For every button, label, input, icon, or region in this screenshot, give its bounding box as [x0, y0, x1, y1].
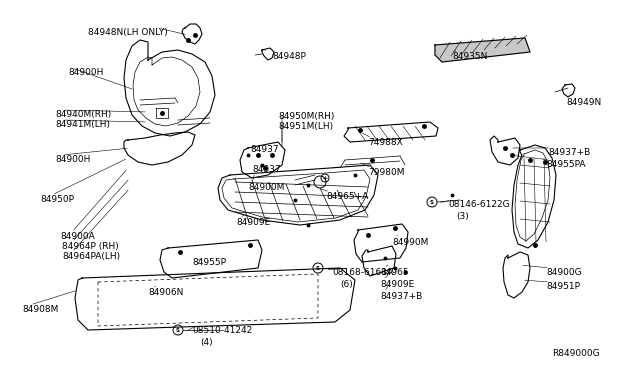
Text: 74988X: 74988X — [368, 138, 403, 147]
Text: 84937: 84937 — [250, 145, 278, 154]
Text: 84900H: 84900H — [68, 68, 104, 77]
Text: R849000G: R849000G — [552, 349, 600, 358]
Text: 84951P: 84951P — [546, 282, 580, 291]
Text: 84951M(LH): 84951M(LH) — [278, 122, 333, 131]
Text: (4): (4) — [200, 338, 212, 347]
Text: S: S — [176, 327, 180, 333]
Text: 84948P: 84948P — [272, 52, 306, 61]
Text: 84965: 84965 — [380, 268, 408, 277]
Text: 84950P: 84950P — [40, 195, 74, 204]
Text: 84900G: 84900G — [546, 268, 582, 277]
Text: 84937: 84937 — [252, 165, 280, 174]
Text: 84965+A: 84965+A — [326, 192, 368, 201]
Text: 84906N: 84906N — [148, 288, 184, 297]
Polygon shape — [435, 38, 530, 62]
Text: S: S — [430, 199, 434, 205]
Text: 84908M: 84908M — [22, 305, 58, 314]
Text: 84940M(RH): 84940M(RH) — [55, 110, 111, 119]
Text: 84900A: 84900A — [60, 232, 95, 241]
Text: 84909E: 84909E — [236, 218, 270, 227]
Text: 84949N: 84949N — [566, 98, 601, 107]
Text: 84909E: 84909E — [380, 280, 414, 289]
Text: 84948N(LH ONLY): 84948N(LH ONLY) — [88, 28, 168, 37]
Text: 84950M(RH): 84950M(RH) — [278, 112, 334, 121]
Text: 84900M: 84900M — [248, 183, 284, 192]
Text: S: S — [316, 266, 320, 270]
Text: 84900H: 84900H — [55, 155, 90, 164]
Text: 84964PA(LH): 84964PA(LH) — [62, 252, 120, 261]
Text: 84964P (RH): 84964P (RH) — [62, 242, 119, 251]
Text: (3): (3) — [456, 212, 468, 221]
Text: 08510-41242: 08510-41242 — [192, 326, 252, 335]
Text: 79980M: 79980M — [368, 168, 404, 177]
Text: 84941M(LH): 84941M(LH) — [55, 120, 110, 129]
Text: 84935N: 84935N — [452, 52, 488, 61]
Text: 08146-6122G: 08146-6122G — [448, 200, 509, 209]
Text: 84990M: 84990M — [392, 238, 428, 247]
Text: (6): (6) — [340, 280, 353, 289]
Text: 84937+B: 84937+B — [548, 148, 590, 157]
Text: 84937+B: 84937+B — [380, 292, 422, 301]
Text: 84955P: 84955P — [192, 258, 226, 267]
Text: 08168-6161A: 08168-6161A — [332, 268, 393, 277]
Text: 84955PA: 84955PA — [546, 160, 586, 169]
